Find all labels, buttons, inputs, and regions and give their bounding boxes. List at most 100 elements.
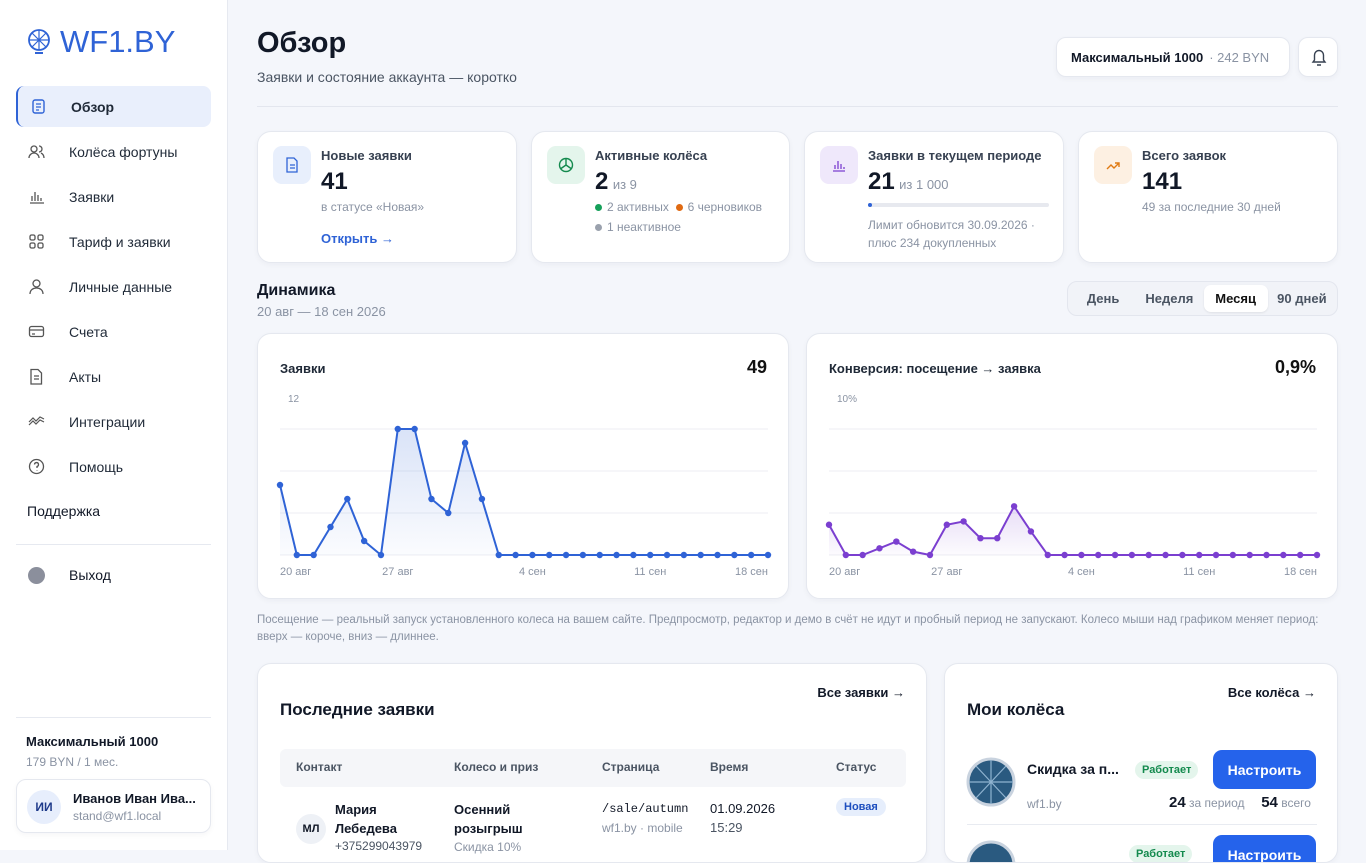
period-option[interactable]: Месяц bbox=[1203, 285, 1268, 312]
card-link[interactable]: Все заявки → bbox=[817, 685, 905, 700]
x-tick-label: 20 авг bbox=[280, 566, 311, 578]
period-option[interactable]: Неделя bbox=[1145, 291, 1194, 306]
divider bbox=[16, 717, 211, 718]
plan-name: Максимальный 1000 bbox=[26, 734, 159, 749]
point bbox=[680, 551, 688, 559]
stat-card: Новые заявки 41 в статусе «Новая» Открыт… bbox=[257, 131, 517, 263]
nav-icon bbox=[28, 145, 45, 159]
notifications[interactable] bbox=[1298, 37, 1338, 77]
point bbox=[647, 551, 654, 559]
nav-label: Акты bbox=[69, 368, 102, 385]
stat-note: Лимит обновится 30.09.2026 · плюс 234 до… bbox=[868, 218, 1035, 250]
wheel-status: Работает bbox=[1135, 761, 1199, 779]
contact-avatar: МЛ bbox=[296, 814, 326, 844]
point bbox=[1296, 551, 1304, 559]
configure-button[interactable]: Настроить bbox=[1213, 835, 1316, 862]
stat-breakdown: 2 активных 6 черновиков bbox=[595, 200, 762, 214]
stat-note: в статусе «Новая» bbox=[321, 200, 425, 214]
stat-icon bbox=[820, 146, 858, 184]
point bbox=[960, 518, 967, 525]
column-header: Контакт bbox=[296, 760, 343, 774]
logout[interactable]: Выход bbox=[69, 567, 111, 583]
sidebar: WF1.BY Обзор Колёса фортуны Заявки Тариф и … bbox=[0, 0, 228, 850]
chart-note: Посещение — реальный запуск установленно… bbox=[257, 614, 1319, 643]
stat-value-row: 2 из 9 bbox=[595, 168, 637, 196]
logout-icon bbox=[28, 567, 45, 584]
chart-title: Конверсия: посещение → заявка bbox=[829, 361, 1042, 376]
nav-icon bbox=[29, 279, 44, 295]
stat-link[interactable]: Открыть → bbox=[321, 231, 394, 246]
point bbox=[926, 551, 934, 559]
nav-icon bbox=[28, 416, 45, 426]
x-tick-label: 27 авг bbox=[931, 566, 962, 578]
nav-item[interactable]: Заявки bbox=[16, 176, 211, 217]
period-switch: День Неделя Месяц 90 дней bbox=[1067, 281, 1338, 316]
total-count: 54 bbox=[1261, 794, 1278, 811]
chart: Заявки 49 12 20 авг 27 авг 4 сен 11 сен 18 сен bbox=[276, 357, 772, 578]
nav-item[interactable]: Тариф и заявки bbox=[16, 221, 211, 262]
point bbox=[461, 439, 469, 447]
recent-card: Последние заявки Все заявки → Контакт Кол… bbox=[257, 663, 927, 863]
area bbox=[829, 506, 1317, 555]
point bbox=[630, 551, 637, 559]
nav-item[interactable]: Личные данные bbox=[16, 266, 211, 307]
point bbox=[909, 548, 917, 555]
x-tick-label: 27 авг bbox=[382, 566, 413, 578]
nav-item[interactable]: Интеграции bbox=[16, 401, 211, 442]
point bbox=[360, 537, 368, 545]
divider bbox=[967, 824, 1317, 825]
stat-card: Заявки в текущем периоде 21 из 1 000 Лим… bbox=[804, 131, 1064, 263]
nav-label: Тариф и заявки bbox=[69, 233, 171, 250]
total-label: всего bbox=[1281, 796, 1311, 810]
wheels-card: Мои колёса Все колёса → Скидка за п... Р… bbox=[944, 663, 1338, 863]
point bbox=[714, 551, 721, 559]
point bbox=[825, 521, 833, 528]
point bbox=[495, 551, 502, 559]
nav-icon bbox=[30, 192, 44, 204]
point bbox=[731, 551, 738, 559]
period-count: 24 bbox=[1169, 794, 1186, 811]
period-option[interactable]: 90 дней bbox=[1277, 291, 1327, 306]
stat-value: 21 bbox=[868, 168, 895, 195]
nav-item[interactable]: Акты bbox=[16, 356, 211, 397]
stat-card: Всего заявок 141 49 за последние 30 дней bbox=[1078, 131, 1338, 263]
point bbox=[943, 521, 950, 528]
prize: Скидка 10% bbox=[454, 840, 522, 854]
point bbox=[1263, 551, 1270, 559]
plan-price: 179 BYN / 1 мес. bbox=[26, 755, 119, 769]
column-header: Статус bbox=[836, 760, 877, 774]
card-title: Мои колёса bbox=[967, 700, 1065, 719]
card-link[interactable]: Все колёса → bbox=[1227, 685, 1316, 700]
chart-title: Заявки bbox=[280, 361, 325, 376]
nav-item[interactable]: Колёса фортуны bbox=[16, 131, 211, 172]
point bbox=[529, 551, 536, 559]
wheel-icon bbox=[966, 757, 1016, 807]
point bbox=[1179, 551, 1186, 559]
support[interactable]: Поддержка bbox=[27, 503, 101, 519]
nav-label: Личные данные bbox=[69, 278, 173, 295]
point bbox=[859, 551, 866, 559]
period-option[interactable]: День bbox=[1086, 291, 1120, 306]
x-tick-label: 11 сен bbox=[1183, 566, 1215, 578]
nav-label: Интеграции bbox=[69, 413, 146, 430]
point bbox=[697, 551, 704, 559]
point bbox=[344, 495, 351, 503]
nav-label: Помощь bbox=[69, 458, 124, 475]
nav-item[interactable]: Помощь bbox=[16, 446, 211, 487]
point bbox=[546, 551, 553, 559]
chart-card: Конверсия: посещение → заявка 0,9% 10% 20 а… bbox=[806, 333, 1338, 599]
point bbox=[893, 538, 900, 545]
point bbox=[445, 509, 452, 517]
x-tick-label: 4 сен bbox=[1068, 566, 1095, 578]
chart-card: Заявки 49 12 20 авг 27 авг 4 сен 11 сен 18 сен bbox=[257, 333, 789, 599]
plan-badge[interactable]: Максимальный 1000 · 242 BYN bbox=[1056, 37, 1290, 77]
stat-value: 141 bbox=[1142, 168, 1183, 195]
nav-item[interactable]: Обзор bbox=[16, 86, 211, 127]
nav-item[interactable]: Счета bbox=[16, 311, 211, 352]
configure-button[interactable]: Настроить bbox=[1213, 750, 1316, 789]
point bbox=[1229, 551, 1237, 559]
contact-phone: +375299043979 bbox=[335, 839, 423, 853]
stat-of: из 9 bbox=[612, 177, 637, 192]
user-card[interactable]: ИИ Иванов Иван Ива... stand@wf1.local bbox=[16, 779, 211, 833]
stat-title: Всего заявок bbox=[1142, 148, 1227, 163]
